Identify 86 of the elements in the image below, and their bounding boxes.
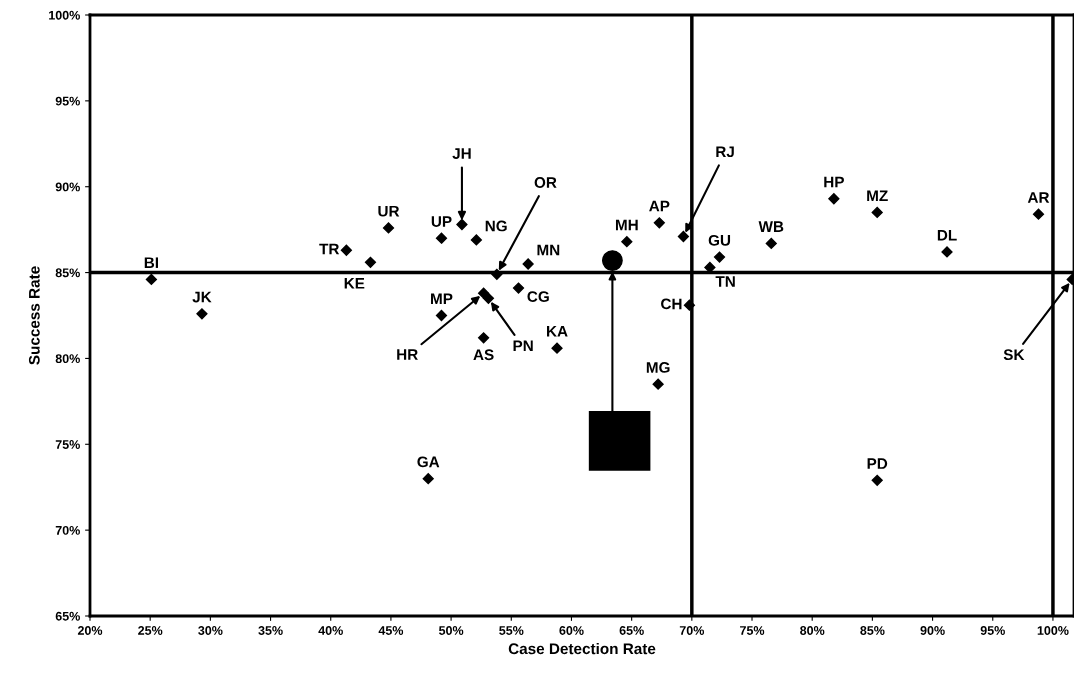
annotation: NG bbox=[485, 220, 507, 232]
annotation: GA bbox=[417, 456, 440, 468]
x-tick-label: 30% bbox=[198, 626, 223, 635]
y-tick-label: 65% bbox=[55, 611, 80, 621]
x-tick-label: 35% bbox=[258, 626, 283, 635]
y-tick-label: 95% bbox=[55, 96, 80, 106]
x-tick-label: 25% bbox=[138, 626, 163, 635]
annotation: GU bbox=[708, 234, 731, 246]
annotation: MN bbox=[537, 244, 560, 256]
point bbox=[145, 273, 157, 286]
y-tick-label: 90% bbox=[55, 182, 80, 192]
x-tick-label: 100% bbox=[1037, 626, 1069, 635]
annotation: DL bbox=[937, 229, 957, 241]
point bbox=[382, 222, 395, 234]
point bbox=[435, 232, 448, 244]
y-tick-label: 80% bbox=[55, 354, 80, 364]
annotation: UR bbox=[378, 205, 400, 217]
x-axis-title: Case Detection Rate bbox=[508, 642, 656, 655]
point bbox=[491, 268, 503, 280]
point bbox=[551, 342, 563, 354]
y-axis-title: Success Rate bbox=[28, 266, 40, 365]
annotation: OR bbox=[534, 177, 557, 188]
point bbox=[435, 309, 448, 322]
point bbox=[1032, 208, 1045, 220]
x-tick-label: 45% bbox=[378, 626, 404, 635]
y-tick-label: 75% bbox=[55, 440, 80, 449]
x-tick-label: 75% bbox=[740, 626, 765, 635]
point bbox=[621, 236, 633, 248]
y-tick-label: 70% bbox=[55, 525, 80, 535]
x-tick-label: 90% bbox=[920, 626, 945, 635]
x-tick-label: 85% bbox=[860, 626, 885, 635]
point bbox=[871, 206, 883, 219]
x-tick-label: 80% bbox=[800, 626, 825, 635]
annotation: MZ bbox=[867, 190, 888, 201]
annotation: BI bbox=[144, 257, 158, 268]
annotation: CG bbox=[527, 291, 549, 303]
x-tick-label: 70% bbox=[679, 626, 705, 635]
annotation: WB bbox=[758, 221, 784, 232]
annotation: PN bbox=[513, 340, 533, 352]
annotation: HR bbox=[397, 349, 418, 360]
annotation: CH bbox=[661, 298, 682, 310]
point bbox=[196, 308, 208, 320]
point bbox=[765, 237, 777, 249]
point bbox=[470, 234, 482, 246]
x-tick-label: 55% bbox=[499, 626, 524, 635]
point bbox=[456, 218, 468, 231]
y-tick-label: 100% bbox=[49, 10, 80, 20]
point bbox=[522, 258, 534, 270]
annotation: TR bbox=[319, 243, 340, 255]
point bbox=[422, 473, 434, 485]
x-tick-label: 65% bbox=[619, 626, 644, 635]
point bbox=[653, 217, 665, 229]
annotation: PD bbox=[867, 458, 888, 469]
annotation: MH bbox=[615, 219, 638, 231]
point bbox=[512, 282, 525, 294]
annotation: MP bbox=[431, 293, 453, 304]
point bbox=[871, 474, 883, 486]
annotation: AR bbox=[1027, 192, 1050, 203]
point bbox=[477, 332, 490, 344]
point bbox=[340, 244, 352, 256]
x-tick-label: 40% bbox=[318, 626, 343, 635]
annotation: SK bbox=[1003, 349, 1025, 361]
annotation: AP bbox=[649, 200, 670, 212]
point bbox=[601, 250, 623, 271]
annotation: KA bbox=[547, 326, 568, 337]
point bbox=[677, 230, 690, 243]
y-tick-label: 85% bbox=[55, 268, 80, 278]
annotation: JK bbox=[192, 291, 212, 303]
x-tick-label: 95% bbox=[980, 626, 1005, 635]
annotation: KE bbox=[344, 278, 365, 289]
point bbox=[713, 251, 726, 263]
point bbox=[364, 256, 377, 268]
point bbox=[828, 193, 840, 205]
x-tick-label: 20% bbox=[77, 626, 103, 635]
annotation: AS bbox=[473, 349, 494, 361]
annotation: HP bbox=[824, 176, 844, 188]
x-tick-label: 50% bbox=[438, 626, 464, 635]
annotation: JH bbox=[452, 148, 471, 159]
annotation: TN bbox=[715, 276, 735, 287]
x-tick-label: 60% bbox=[559, 626, 584, 635]
annotation: MG bbox=[646, 362, 670, 373]
annotation: UP bbox=[431, 216, 452, 227]
point bbox=[652, 378, 664, 390]
point bbox=[482, 292, 495, 304]
point bbox=[683, 299, 696, 311]
annotation: RJ bbox=[716, 146, 734, 158]
